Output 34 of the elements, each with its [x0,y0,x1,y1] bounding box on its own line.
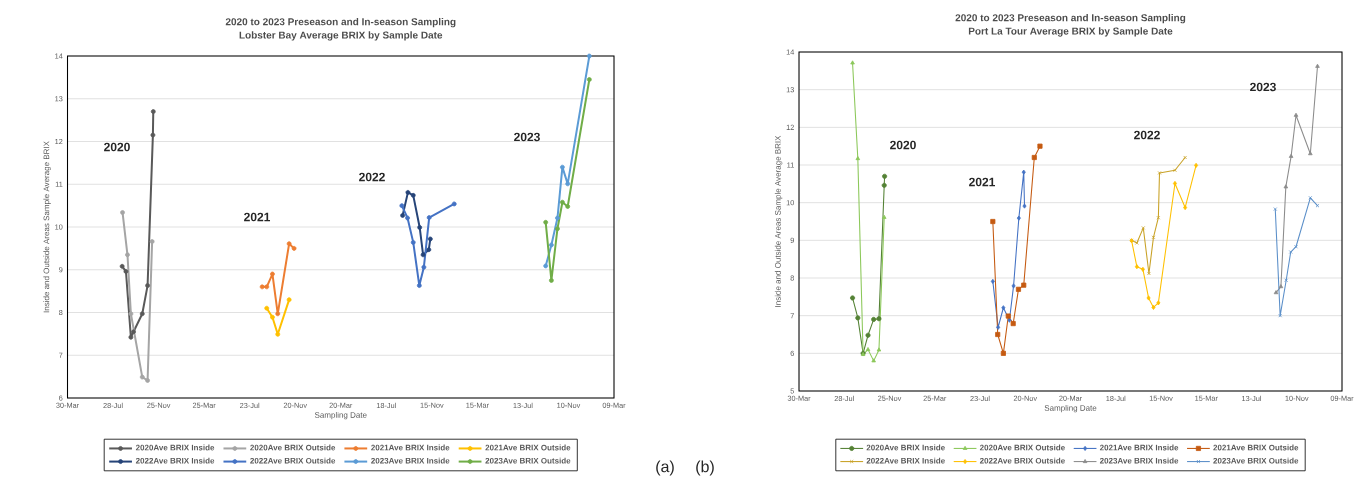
legend-label: 2023Ave BRIX Inside [371,457,450,464]
text: (b) [696,460,714,476]
annotation: 2021 [969,177,996,187]
x-axis-title: Sampling Date [1044,404,1097,413]
y-axis-title: Inside and Outside Areas Sample Average BRIX [43,141,51,313]
chart-title: 2020 to 2023 Preseason and In-season Sampling [225,17,456,28]
legend-label: 2023Ave BRIX Inside [1099,457,1179,464]
legend-label: 2023Ave BRIX Outside [1213,457,1299,464]
chart-title: 2020 to 2023 Preseason and In-season Sampling [955,13,1186,24]
legend-label: 2021Ave BRIX Inside [1099,444,1179,451]
legend-label: 2020Ave BRIX Inside [135,444,215,451]
legend-label: 2023Ave BRIX Outside [485,457,571,464]
annotation: 2022 [359,172,385,182]
y-axis-title: Inside and Outside Areas Sample Average BRIX [774,135,783,307]
annotation: 2023 [1250,82,1276,92]
annotation: 2020 [104,142,130,152]
annotation: 2021 [244,212,271,222]
legend-label: 2022Ave BRIX Inside [866,457,945,464]
annotation: 2020 [890,140,916,150]
legend-label: 2020Ave BRIX Inside [866,444,945,451]
annotation: 2023 [514,132,540,142]
chart-subtitle: Lobster Bay Average BRIX by Sample Date [239,31,443,41]
x-axis-title: Sampling Date [314,411,367,420]
legend-label: 2021Ave BRIX Inside [371,444,450,451]
legend-label: 2020Ave BRIX Outside [979,444,1065,451]
text: (a) [656,460,674,476]
annotation: 2022 [1134,130,1160,140]
legend-label: 2021Ave BRIX Outside [1213,444,1299,451]
legend-label: 2022Ave BRIX Outside [250,457,336,464]
legend-label: 2020Ave BRIX Outside [250,444,336,451]
chart-subtitle: Port La Tour Average BRIX by Sample Date [968,27,1173,37]
legend-label: 2021Ave BRIX Outside [485,444,571,451]
legend-label: 2022Ave BRIX Outside [979,457,1065,464]
legend-label: 2022Ave BRIX Inside [135,457,215,464]
